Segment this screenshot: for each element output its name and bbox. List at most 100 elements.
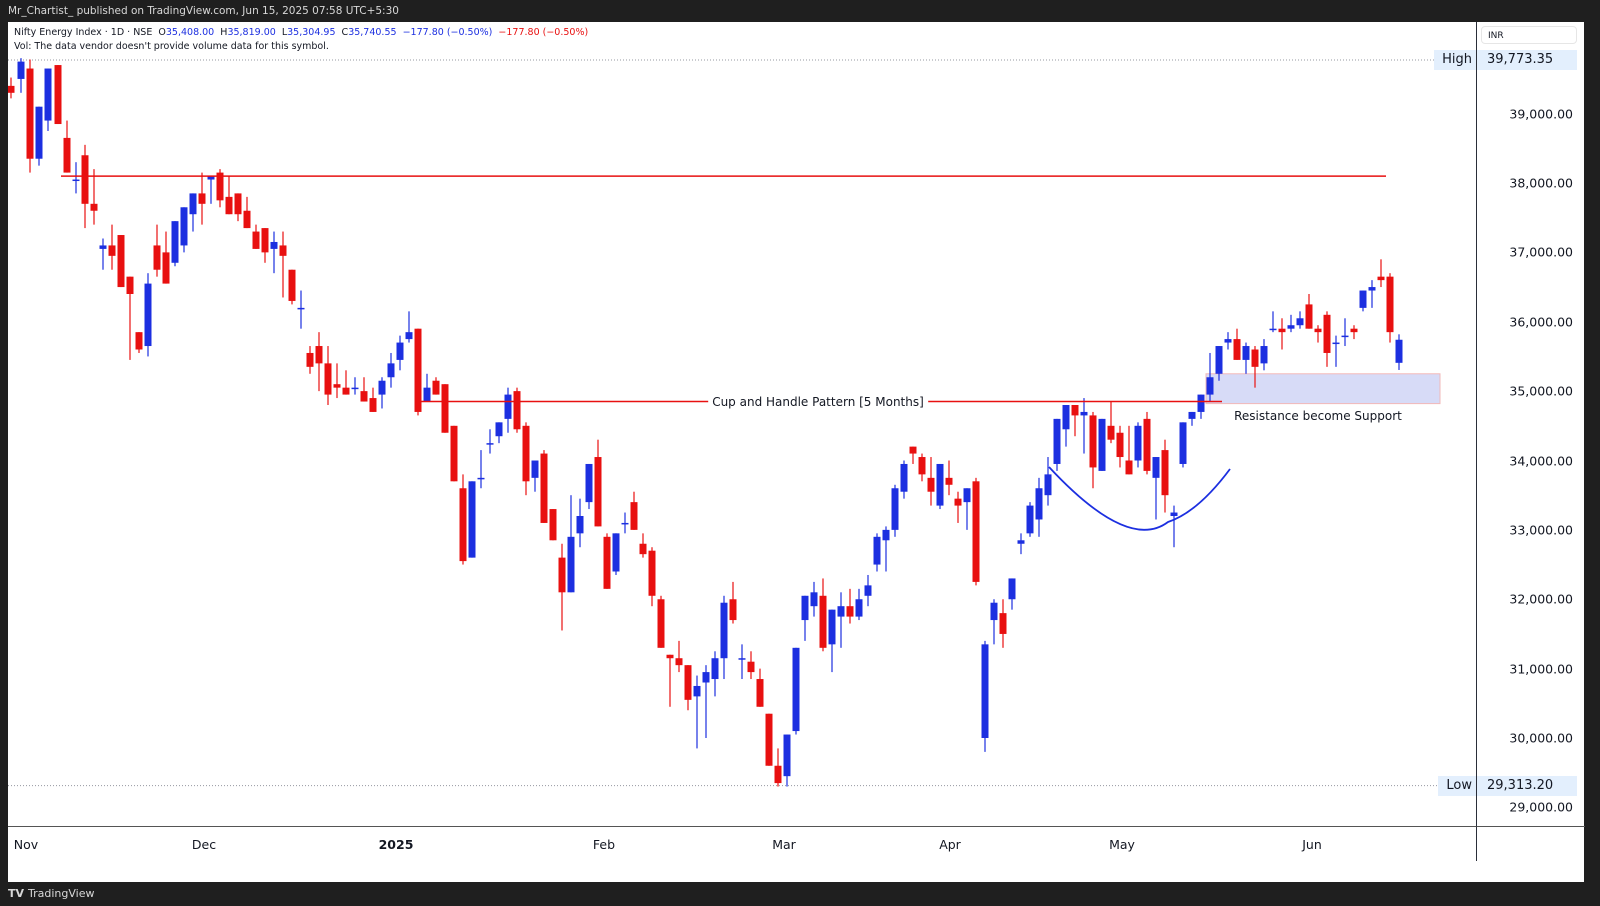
candle [333,363,341,399]
cup-arc[interactable] [1048,466,1231,531]
candle [198,172,206,225]
candle [1116,425,1124,468]
price-axis[interactable]: INR 39,773.35 29,313.20 29,000.00 30,000.… [1476,22,1585,826]
candle [324,346,332,405]
candle [17,58,25,93]
price-tick: 34,000.00 [1509,453,1573,468]
candle [243,196,251,229]
candle [666,654,674,707]
candle [1395,334,1403,370]
price-tick: 32,000.00 [1509,591,1573,607]
candle [288,269,296,305]
candle [765,713,773,766]
candle [459,474,467,565]
candle [864,574,872,607]
support-label[interactable]: Resistance become Support [1234,408,1402,423]
candle [612,533,620,575]
candle [1296,311,1304,329]
candle [1179,422,1187,468]
candle [297,290,305,329]
candle [801,595,809,641]
candle [603,533,611,589]
candle [171,221,179,267]
candle [720,595,728,680]
volume-note: Vol: The data vendor doesn't provide vol… [14,41,329,52]
candle [270,231,278,274]
time-axis[interactable]: Nov Dec 2025 Feb Mar Apr May Jun [8,826,1476,861]
time-tick: Feb [592,837,616,852]
price-tick: 39,000.00 [1509,106,1573,122]
candle [945,460,953,496]
candle [747,651,755,680]
low-value: 35,304.95 [287,27,336,38]
low-tag: Low [1438,775,1476,796]
chart-plot-area[interactable]: Nifty Energy Index · 1D · NSE O35,408.00… [8,22,1476,826]
price-tick: 38,000.00 [1509,175,1573,191]
candle [8,77,15,99]
candle [144,273,152,357]
candle [351,377,359,395]
candle [531,460,539,492]
candle [1341,318,1349,347]
change-value-red: −177.80 (−0.50%) [498,27,589,38]
price-tick: 35,000.00 [1509,383,1573,399]
candle [1377,259,1385,288]
candle [1215,346,1223,381]
candle [891,484,899,537]
candle [1332,335,1340,367]
candle [1107,401,1115,444]
close-label: C [341,27,349,38]
candle [684,665,692,711]
candle [1305,294,1313,329]
candle [738,644,746,680]
candle [1323,311,1331,367]
candle [207,176,215,204]
candle [756,668,764,707]
candle [1161,439,1169,513]
candle [1350,325,1358,340]
candle [378,377,386,409]
candle [963,488,971,530]
candle [819,578,827,652]
candle [882,526,890,572]
candle [468,481,476,558]
candle [153,224,161,277]
candle [1278,318,1286,350]
candle [315,332,323,392]
footer: TV TradingView [8,882,95,906]
candle [810,581,818,617]
symbol-label[interactable]: Nifty Energy Index · 1D · NSE [14,27,153,38]
candle [1044,457,1052,506]
high-tag: High [1434,49,1476,70]
time-tick: May [1109,837,1135,852]
currency-label[interactable]: INR [1481,26,1577,44]
candle [927,457,935,506]
chart-frame: Nifty Energy Index · 1D · NSE O35,408.00… [8,22,1585,882]
low-label: L [281,27,288,38]
candle [873,533,881,572]
candle [261,228,269,263]
candle [702,665,710,738]
candle [1098,418,1106,471]
price-tick: 33,000.00 [1509,522,1573,538]
candle [792,647,800,735]
candle [774,748,782,787]
candle [1206,352,1214,402]
cup-handle-label[interactable]: Cup and Handle Pattern [5 Months] [708,394,928,409]
candle [783,734,791,787]
candle [504,387,512,433]
time-tick: Apr [939,837,961,852]
candle [1386,273,1394,343]
candle [621,512,629,534]
candle [1080,398,1088,454]
candle [135,332,143,353]
candle [1314,325,1322,343]
candle [1134,422,1142,468]
candle [126,276,134,360]
candle [981,640,989,752]
support-zone[interactable] [1205,373,1441,405]
candle [342,370,350,395]
candle [540,450,548,523]
high-price-tag: 39,773.35 [1477,49,1577,70]
candle [828,609,836,673]
